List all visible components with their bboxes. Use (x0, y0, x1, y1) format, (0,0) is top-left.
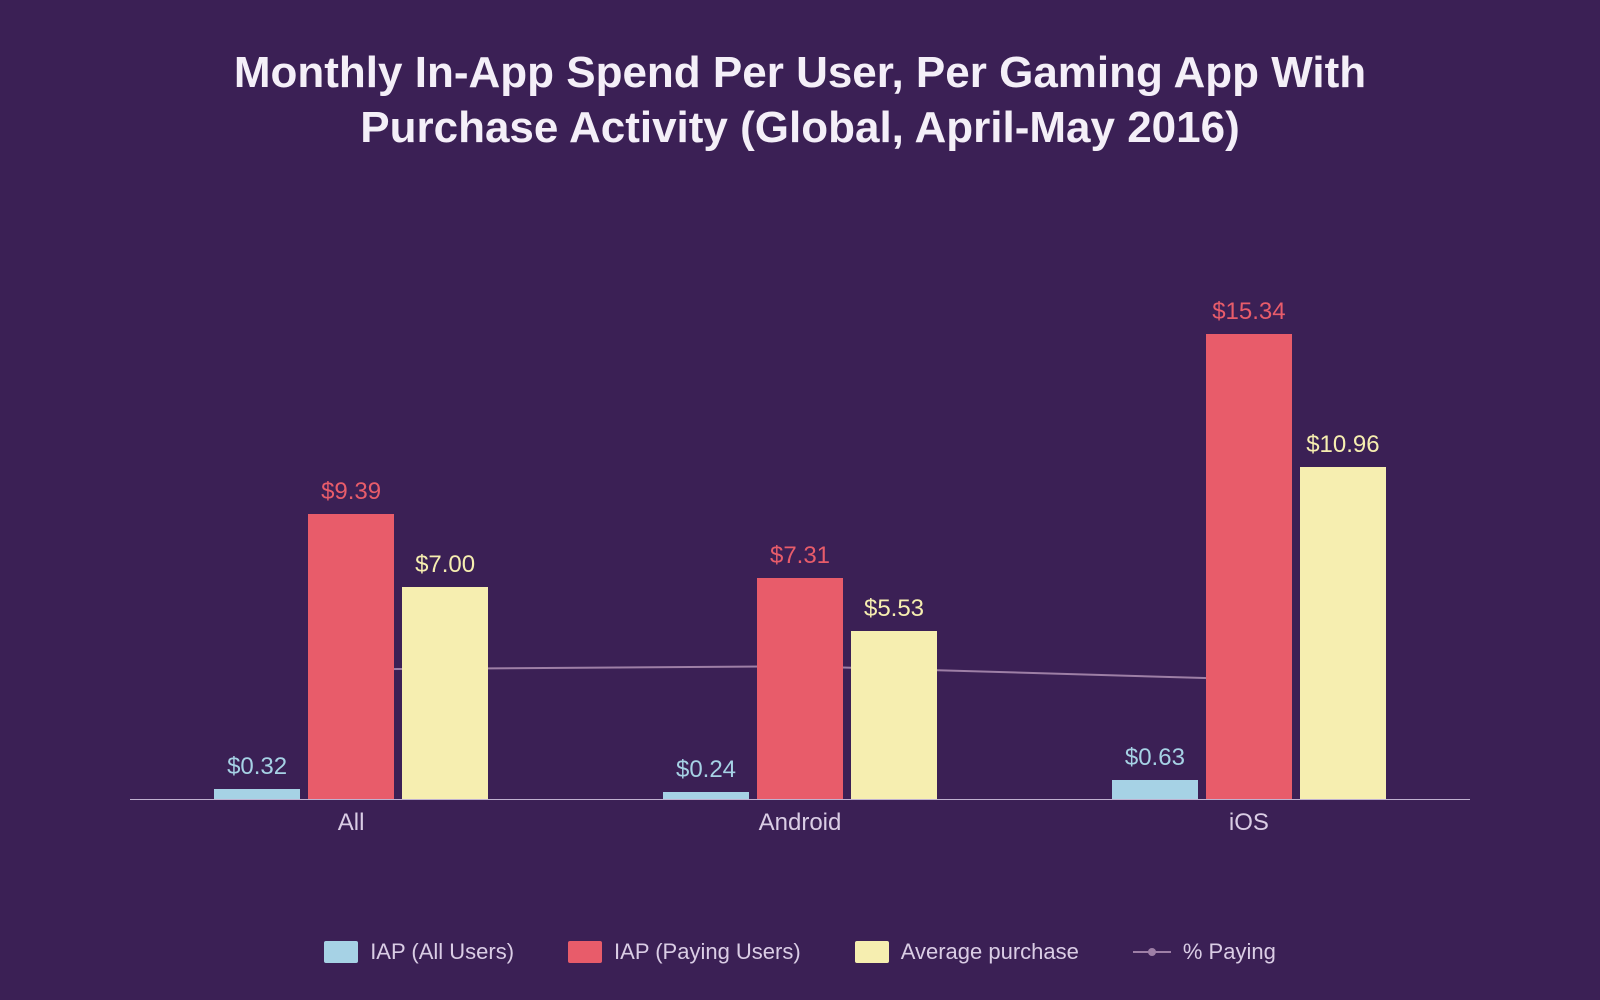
x-axis-label: iOS (1229, 809, 1269, 837)
bar-value-label: $7.00 (345, 551, 545, 579)
legend-swatch (855, 941, 889, 963)
bar-value-label: $9.39 (251, 478, 451, 506)
legend-label: IAP (All Users) (370, 939, 514, 965)
bar-group: $0.63$15.34$10.96 (1112, 300, 1386, 799)
legend-item: % Paying (1133, 939, 1276, 965)
bar-value-label: $10.96 (1243, 431, 1443, 459)
bar-group: $0.32$9.39$7.00 (214, 300, 488, 799)
x-axis-label: Android (759, 809, 842, 837)
legend-line-swatch (1133, 951, 1171, 953)
bar-iap_all (214, 789, 300, 799)
legend-label: Average purchase (901, 939, 1079, 965)
legend-swatch (324, 941, 358, 963)
bar-value-label: $7.31 (700, 542, 900, 570)
legend-item: IAP (Paying Users) (568, 939, 801, 965)
legend-label: % Paying (1183, 939, 1276, 965)
chart-area: 3.4%3.2%4.1% $0.32$9.39$7.00All$0.24$7.3… (130, 300, 1470, 840)
bar-iap_all (1112, 780, 1198, 799)
bar-iap_paying (1206, 334, 1292, 799)
chart-title: Monthly In-App Spend Per User, Per Gamin… (150, 45, 1450, 155)
bar-value-label: $5.53 (794, 595, 994, 623)
bar-value-label: $15.34 (1149, 298, 1349, 326)
legend: IAP (All Users) IAP (Paying Users) Average… (0, 939, 1600, 965)
bar-avg_purch (1300, 467, 1386, 799)
plot-area: 3.4%3.2%4.1% $0.32$9.39$7.00All$0.24$7.3… (130, 300, 1470, 800)
bar-avg_purch (402, 587, 488, 799)
legend-label: IAP (Paying Users) (614, 939, 801, 965)
bar-group: $0.24$7.31$5.53 (663, 300, 937, 799)
bar-avg_purch (851, 631, 937, 799)
x-axis-label: All (338, 809, 365, 837)
legend-swatch (568, 941, 602, 963)
bar-iap_all (663, 792, 749, 799)
legend-item: IAP (All Users) (324, 939, 514, 965)
legend-item: Average purchase (855, 939, 1079, 965)
